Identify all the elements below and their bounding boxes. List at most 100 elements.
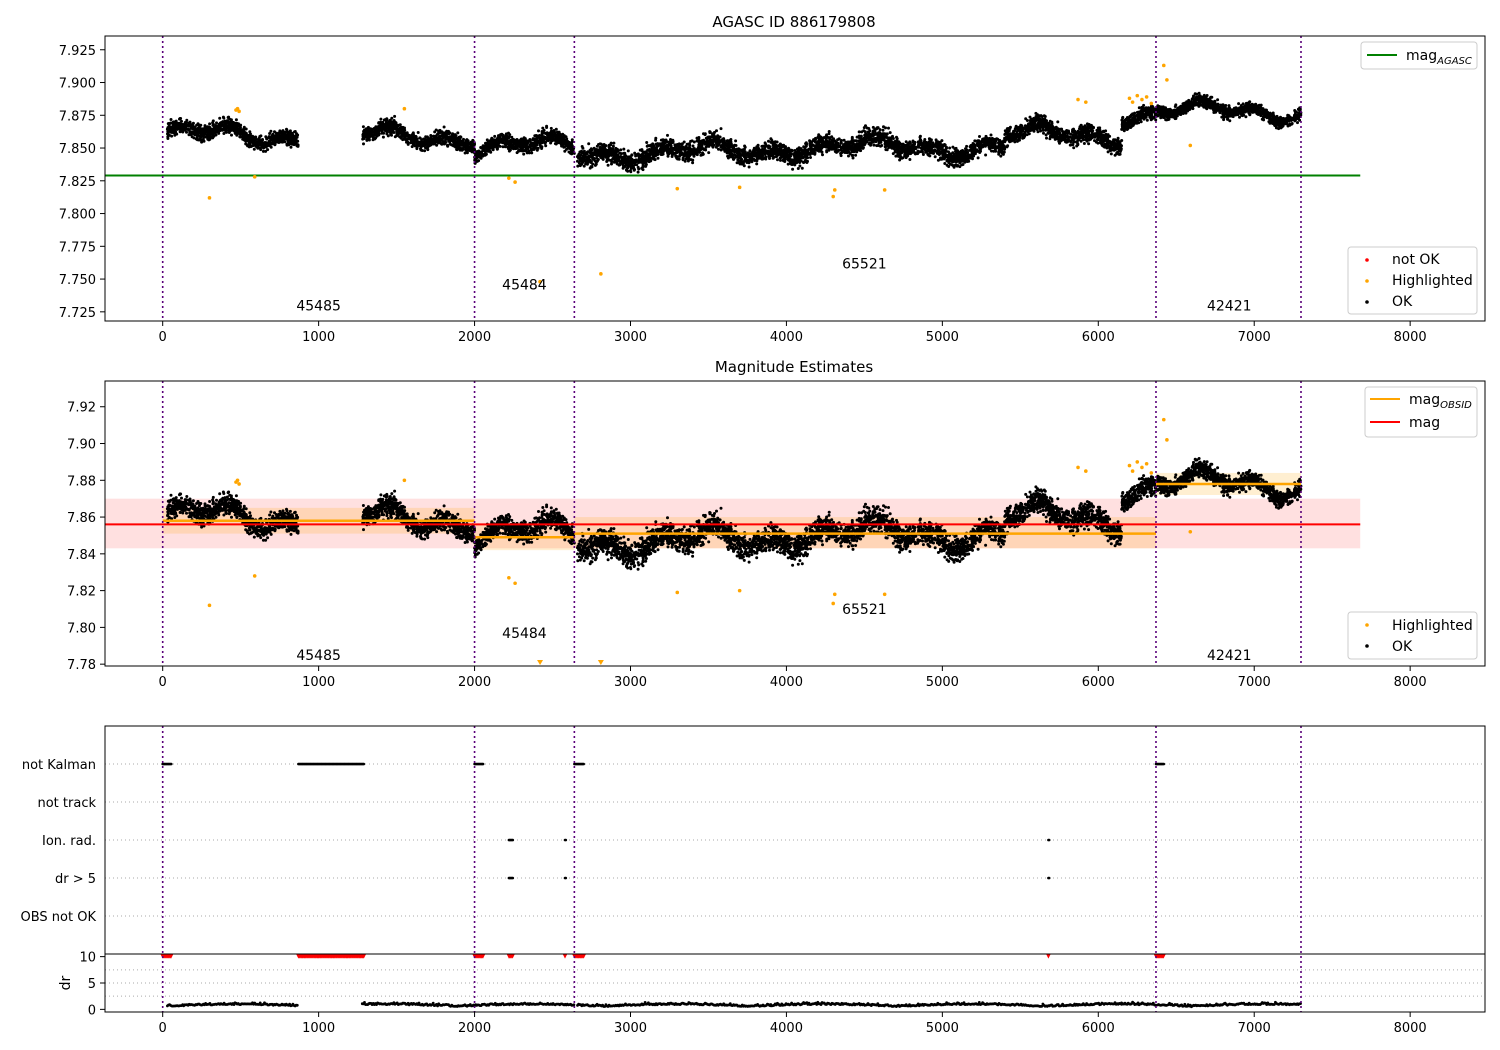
- ok-point: [453, 140, 457, 144]
- ok-point: [257, 137, 261, 141]
- ok-point: [277, 131, 281, 135]
- ok-point: [377, 121, 381, 125]
- ok-point: [586, 159, 590, 163]
- ok-point: [656, 143, 660, 147]
- ok-point: [537, 129, 540, 133]
- ok-point: [403, 137, 407, 141]
- ok-point: [432, 134, 436, 138]
- ok-point: [763, 156, 767, 160]
- ok-point: [371, 133, 375, 137]
- ok-point: [560, 136, 563, 140]
- ok-point: [717, 140, 721, 143]
- ok-point: [641, 168, 645, 172]
- ok-point: [230, 133, 233, 137]
- ok-point: [371, 138, 375, 142]
- ok-point: [242, 127, 246, 131]
- ok-point: [735, 161, 739, 165]
- ok-point: [656, 152, 660, 156]
- ok-point: [205, 135, 209, 139]
- ok-point: [543, 136, 547, 140]
- ok-point: [634, 158, 638, 162]
- ok-point: [169, 118, 173, 121]
- ok-point: [943, 162, 947, 165]
- ok-point: [646, 152, 650, 156]
- ok-point: [438, 134, 442, 138]
- ok-point: [779, 158, 782, 162]
- ok-point: [757, 150, 761, 153]
- ok-point: [292, 136, 296, 140]
- ok-point: [375, 131, 379, 135]
- ok-point: [440, 137, 444, 141]
- ok-point: [954, 149, 957, 153]
- ok-point: [821, 153, 824, 157]
- ok-point: [221, 120, 225, 124]
- ok-point: [542, 128, 546, 132]
- ok-point: [605, 160, 609, 163]
- ok-point: [391, 124, 395, 128]
- ok-point: [779, 156, 783, 160]
- ok-point: [683, 149, 687, 153]
- ok-point: [767, 144, 771, 148]
- ok-point: [619, 162, 622, 165]
- ok-point: [871, 137, 875, 141]
- ok-point: [570, 148, 574, 152]
- ok-point: [270, 142, 274, 146]
- ok-point: [166, 122, 170, 126]
- ok-point: [383, 118, 387, 122]
- ok-point: [999, 154, 1003, 158]
- ok-point: [402, 130, 406, 134]
- ok-point: [600, 151, 604, 155]
- ok-point: [217, 123, 221, 127]
- ok-point: [207, 138, 211, 142]
- ok-point: [175, 121, 178, 125]
- ok-point: [704, 142, 708, 146]
- ok-point: [562, 134, 566, 138]
- ok-point: [814, 136, 817, 140]
- ok-point: [587, 142, 591, 146]
- ok-point: [379, 117, 383, 121]
- ok-point: [956, 151, 960, 155]
- ok-point: [208, 131, 212, 135]
- ok-point: [614, 148, 618, 152]
- ok-point: [384, 123, 388, 127]
- ok-point: [176, 124, 180, 128]
- ok-point: [284, 135, 288, 139]
- ok-point: [262, 146, 266, 150]
- ok-point: [701, 152, 705, 156]
- ok-point: [549, 126, 553, 130]
- ok-point: [181, 127, 185, 131]
- ok-point: [489, 146, 493, 150]
- ok-point: [962, 150, 966, 154]
- ok-point: [285, 142, 289, 146]
- ok-point: [419, 148, 423, 152]
- ok-point: [588, 151, 592, 155]
- ok-point: [884, 126, 887, 130]
- ok-point: [544, 144, 548, 148]
- ok-point: [296, 144, 300, 148]
- ok-point: [179, 123, 183, 127]
- ok-point: [425, 135, 429, 139]
- ok-point: [166, 137, 170, 140]
- ok-point: [710, 143, 714, 147]
- ok-point: [927, 137, 931, 141]
- ok-point: [692, 147, 696, 151]
- ok-point: [837, 148, 841, 152]
- ok-point: [381, 135, 385, 139]
- ok-point: [595, 159, 599, 163]
- ok-point: [559, 143, 563, 146]
- ok-point: [867, 138, 871, 142]
- ok-point: [809, 156, 812, 159]
- ok-point: [259, 148, 263, 152]
- ok-point: [407, 137, 411, 141]
- ok-point: [905, 153, 909, 157]
- ok-point: [645, 144, 649, 148]
- ok-point: [180, 119, 183, 123]
- ok-point: [266, 148, 270, 152]
- ok-point: [903, 144, 907, 148]
- ok-point: [493, 134, 497, 138]
- ok-point: [444, 132, 448, 136]
- ok-point: [612, 153, 616, 157]
- ok-point: [539, 139, 543, 143]
- ok-point: [626, 149, 630, 153]
